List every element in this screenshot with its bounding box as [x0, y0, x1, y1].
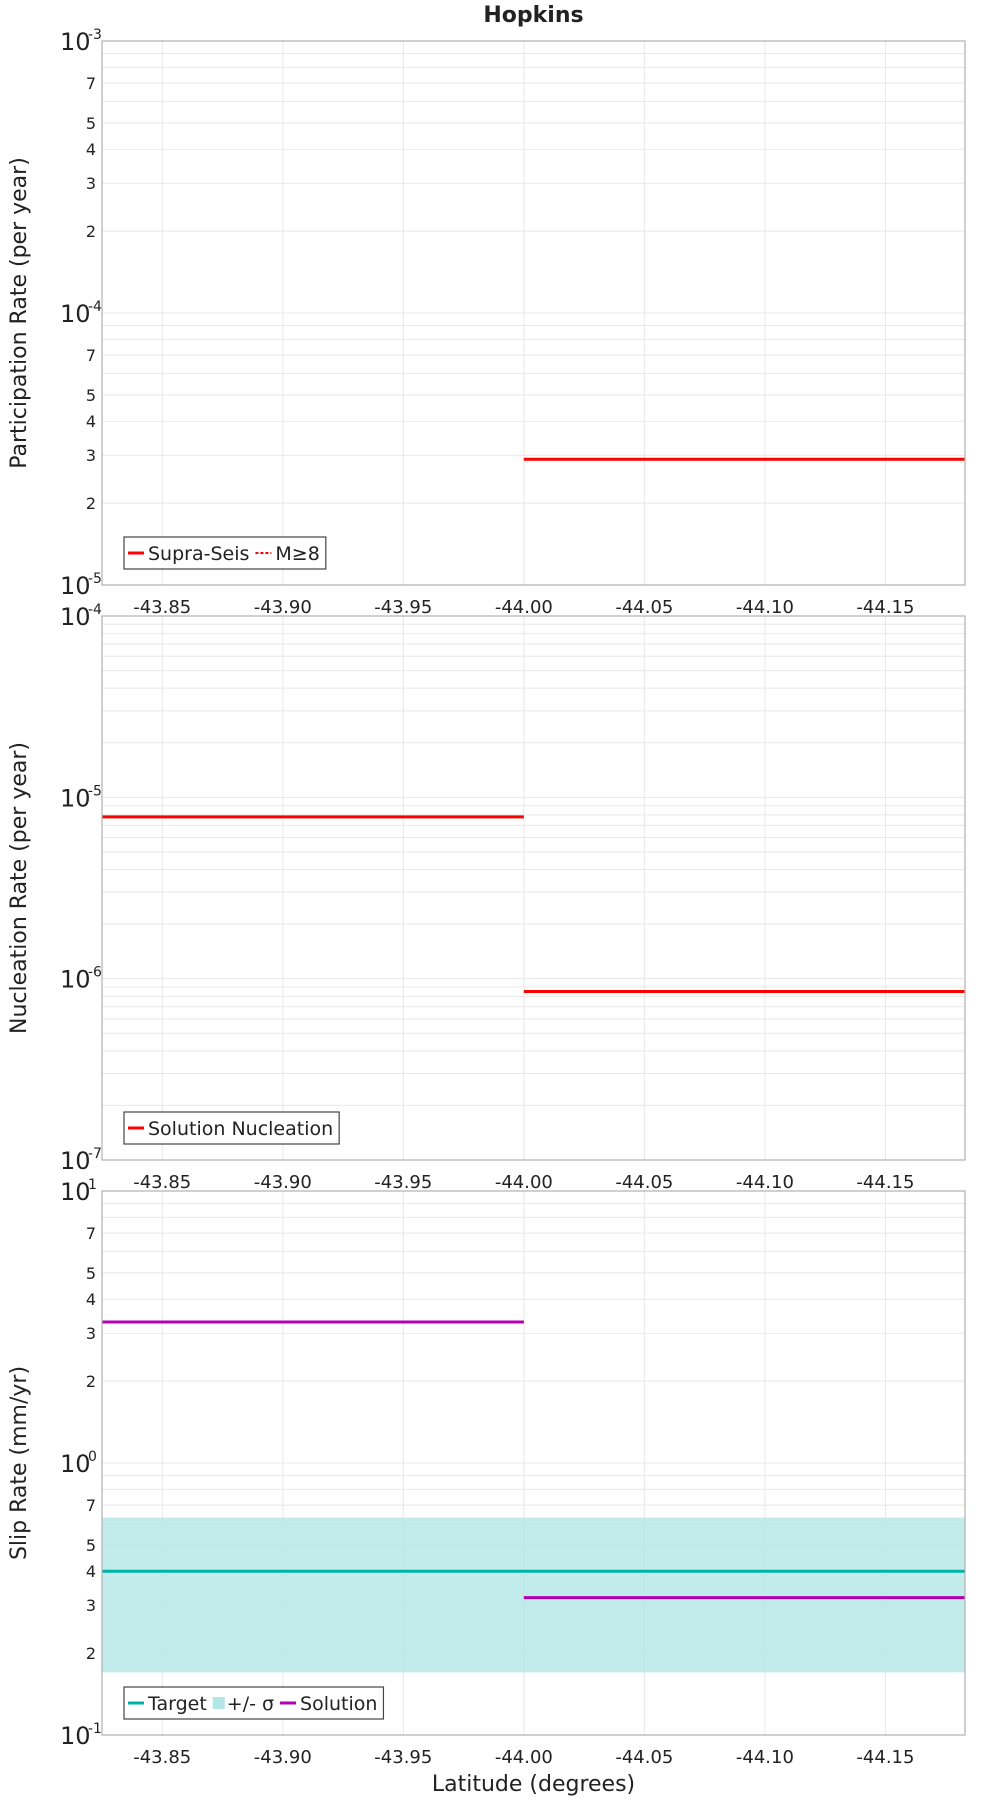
x-tick-label: -44.15 — [856, 1172, 914, 1193]
x-tick-label: -43.90 — [254, 1172, 312, 1193]
x-tick-label: -44.00 — [495, 597, 553, 618]
y-minor-tick-label: 7 — [86, 74, 96, 93]
y-tick-base: 10 — [60, 784, 91, 812]
y-minor-tick-label: 2 — [86, 1644, 96, 1663]
x-tick-label: -43.90 — [254, 597, 312, 618]
y-axis-label: Participation Rate (per year) — [7, 157, 32, 469]
y-minor-tick-label: 3 — [86, 1324, 96, 1343]
y-tick-base: 10 — [60, 1722, 91, 1750]
panel-2: 10-710-610-510-4-43.85 -43.90 -43.95 -44.00… — [7, 602, 966, 1193]
x-tick-label: -44.10 — [736, 1172, 794, 1193]
y-tick-base: 10 — [60, 1450, 91, 1478]
y-axis-label: Slip Rate (mm/yr) — [7, 1366, 32, 1560]
y-tick-base: 10 — [60, 1178, 91, 1206]
y-minor-tick-label: 5 — [86, 114, 96, 133]
x-tick-label: -43.85 — [133, 1747, 191, 1768]
legend-frame — [123, 536, 327, 570]
legend: Supra-Seis M≥8 — [123, 536, 327, 570]
y-tick-exponent: -3 — [88, 27, 102, 43]
x-tick-label: -44.00 — [495, 1747, 553, 1768]
y-minor-tick-label: 3 — [86, 1596, 96, 1615]
y-tick-label: 10-7 — [60, 1146, 102, 1175]
y-tick-base: 10 — [60, 966, 91, 994]
x-tick-label: -43.85 — [133, 597, 191, 618]
y-minor-tick-label: 4 — [86, 1290, 96, 1309]
x-tick-label: -43.95 — [374, 1747, 432, 1768]
legend-label: M≥8 — [275, 543, 319, 565]
plot-frame — [101, 615, 966, 1161]
y-minor-tick-label: 2 — [86, 494, 96, 513]
legend-frame — [123, 1111, 340, 1145]
y-axis-label: Nucleation Rate (per year) — [7, 742, 32, 1034]
y-tick-exponent: 0 — [88, 1449, 97, 1465]
x-tick-label: -43.90 — [254, 1747, 312, 1768]
legend-label: Supra-Seis — [148, 543, 249, 565]
plot-area — [102, 616, 965, 1160]
y-tick-base: 10 — [60, 572, 91, 600]
y-tick-label: 101 — [60, 1177, 97, 1206]
y-tick-label: 10-1 — [60, 1721, 102, 1750]
plot-frame — [101, 1190, 966, 1736]
y-tick-label: 10-3 — [60, 27, 102, 56]
x-tick-label: -43.95 — [374, 597, 432, 618]
y-minor-tick-label: 3 — [86, 446, 96, 465]
y-tick-base: 10 — [60, 1147, 91, 1175]
chart-title: Hopkins — [483, 3, 583, 28]
y-tick-base: 10 — [60, 28, 91, 56]
y-tick-exponent: -7 — [88, 1146, 102, 1162]
x-tick-label: -44.15 — [856, 597, 914, 618]
x-tick-label: -44.05 — [615, 1747, 673, 1768]
y-minor-tick-label: 7 — [86, 1224, 96, 1243]
y-tick-label: 10-5 — [60, 783, 102, 812]
legend-swatch — [212, 1697, 225, 1709]
y-tick-base: 10 — [60, 300, 91, 328]
y-tick-exponent: -6 — [88, 965, 102, 981]
x-tick-label: -44.05 — [615, 1172, 673, 1193]
y-minor-tick-label: 3 — [86, 174, 96, 193]
y-minor-tick-label: 7 — [86, 346, 96, 365]
y-minor-tick-label: 4 — [86, 140, 96, 159]
y-minor-tick-label: 5 — [86, 1264, 96, 1283]
y-minor-tick-label: 7 — [86, 1496, 96, 1515]
y-minor-tick-label: 5 — [86, 1536, 96, 1555]
legend-label: Target — [147, 1693, 207, 1715]
sigma-band — [102, 1517, 965, 1673]
x-tick-label: -44.10 — [736, 1747, 794, 1768]
y-minor-tick-label: 2 — [86, 1372, 96, 1391]
y-tick-exponent: -5 — [88, 783, 102, 799]
y-tick-exponent: -1 — [88, 1721, 102, 1737]
y-minor-tick-label: 4 — [86, 1562, 96, 1581]
x-tick-label: -44.10 — [736, 597, 794, 618]
legend-label: +/- σ — [227, 1693, 274, 1715]
y-minor-tick-label: 2 — [86, 222, 96, 241]
x-tick-label: -43.95 — [374, 1172, 432, 1193]
x-tick-label: -44.05 — [615, 597, 673, 618]
y-tick-label: 100 — [60, 1449, 97, 1478]
y-tick-label: 10-4 — [60, 602, 102, 631]
y-minor-tick-label: 5 — [86, 386, 96, 405]
y-tick-label: 10-5 — [60, 571, 102, 600]
legend-label: Solution — [300, 1693, 377, 1715]
legend-frame — [123, 1686, 385, 1720]
legend: Target +/- σ Solution — [123, 1686, 385, 1720]
y-tick-exponent: -4 — [88, 299, 102, 315]
y-tick-label: 10-4 — [60, 299, 102, 328]
y-tick-exponent: -4 — [88, 602, 102, 618]
y-tick-exponent: 1 — [88, 1177, 97, 1193]
x-axis-label: Latitude (degrees) — [432, 1772, 635, 1797]
legend: Solution Nucleation — [123, 1111, 340, 1145]
x-tick-label: -43.85 — [133, 1172, 191, 1193]
y-tick-base: 10 — [60, 603, 91, 631]
legend-label: Solution Nucleation — [148, 1118, 333, 1140]
y-tick-exponent: -5 — [88, 571, 102, 587]
x-tick-label: -44.00 — [495, 1172, 553, 1193]
x-tick-label: -44.15 — [856, 1747, 914, 1768]
y-tick-label: 10-6 — [60, 965, 102, 994]
plot-frame — [101, 40, 966, 586]
y-minor-tick-label: 4 — [86, 412, 96, 431]
